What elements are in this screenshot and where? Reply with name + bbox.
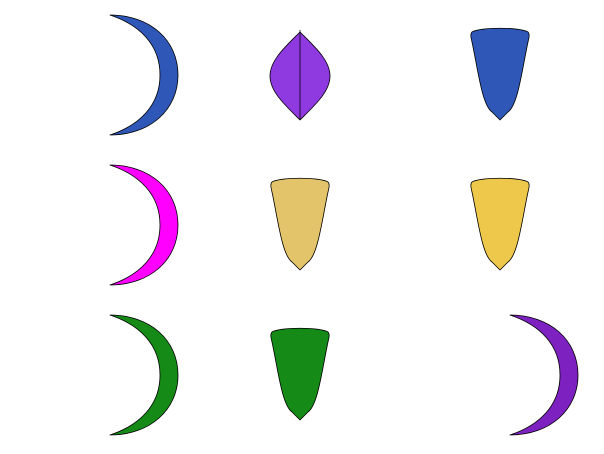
crescent-shape-r3c3 bbox=[509, 314, 579, 436]
lens-leaf-shape-r1c2 bbox=[269, 30, 331, 121]
crescent-shape-r3c1 bbox=[109, 314, 179, 436]
cone-shape-r3c2 bbox=[270, 327, 330, 421]
cone-shape-r2c3 bbox=[470, 177, 530, 271]
cone-shape-r2c2 bbox=[270, 177, 330, 271]
crescent-shape-r2c1 bbox=[109, 164, 179, 286]
cone-shape-r1c3 bbox=[470, 27, 530, 121]
crescent-shape-r1c1 bbox=[109, 14, 179, 136]
